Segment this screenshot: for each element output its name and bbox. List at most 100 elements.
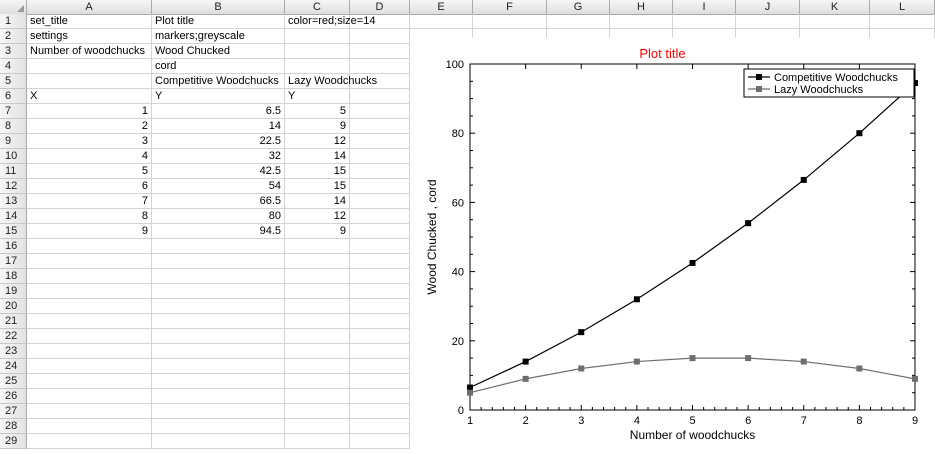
cell-c3[interactable]	[285, 44, 350, 59]
cell-d27[interactable]	[350, 404, 410, 419]
cell-c1[interactable]: color=red;size=14	[285, 14, 375, 29]
cell-c21[interactable]	[285, 314, 350, 329]
cell-b12[interactable]: 54	[152, 179, 285, 194]
cell-b17[interactable]	[152, 254, 285, 269]
column-header-h[interactable]: H	[610, 0, 673, 14]
cell-b24[interactable]	[152, 359, 285, 374]
cell-b3[interactable]: Wood Chucked	[152, 44, 285, 59]
cell-c7[interactable]: 5	[285, 104, 350, 119]
cell-b11[interactable]: 42.5	[152, 164, 285, 179]
cell-a3[interactable]: Number of woodchucks	[27, 44, 152, 59]
cell-a18[interactable]	[27, 269, 152, 284]
cell-b27[interactable]	[152, 404, 285, 419]
row-header-20[interactable]: 20	[0, 299, 27, 314]
cell-l1[interactable]	[870, 14, 935, 29]
column-header-g[interactable]: G	[547, 0, 610, 14]
cell-h1[interactable]	[610, 14, 673, 29]
cell-a27[interactable]	[27, 404, 152, 419]
cell-b14[interactable]: 80	[152, 209, 285, 224]
cell-d24[interactable]	[350, 359, 410, 374]
row-header-4[interactable]: 4	[0, 59, 27, 74]
row-header-29[interactable]: 29	[0, 434, 27, 449]
cell-k1[interactable]	[800, 14, 870, 29]
column-header-i[interactable]: I	[673, 0, 736, 14]
row-header-17[interactable]: 17	[0, 254, 27, 269]
cell-c25[interactable]	[285, 374, 350, 389]
cell-a20[interactable]	[27, 299, 152, 314]
cell-b19[interactable]	[152, 284, 285, 299]
cell-c17[interactable]	[285, 254, 350, 269]
cell-d16[interactable]	[350, 239, 410, 254]
cell-a10[interactable]: 4	[27, 149, 152, 164]
cell-a29[interactable]	[27, 434, 152, 449]
column-header-d[interactable]: D	[350, 0, 410, 14]
row-header-19[interactable]: 19	[0, 284, 27, 299]
cell-a4[interactable]	[27, 59, 152, 74]
cell-a21[interactable]	[27, 314, 152, 329]
row-header-27[interactable]: 27	[0, 404, 27, 419]
cell-c27[interactable]	[285, 404, 350, 419]
column-header-e[interactable]: E	[410, 0, 473, 14]
cell-c18[interactable]	[285, 269, 350, 284]
row-header-24[interactable]: 24	[0, 359, 27, 374]
cell-c23[interactable]	[285, 344, 350, 359]
column-header-a[interactable]: A	[27, 0, 152, 14]
cell-a13[interactable]: 7	[27, 194, 152, 209]
cell-a2[interactable]: settings	[27, 29, 152, 44]
row-header-15[interactable]: 15	[0, 224, 27, 239]
cell-a25[interactable]	[27, 374, 152, 389]
row-header-3[interactable]: 3	[0, 44, 27, 59]
cell-b10[interactable]: 32	[152, 149, 285, 164]
cell-e1[interactable]	[410, 14, 473, 29]
row-header-2[interactable]: 2	[0, 29, 27, 44]
cell-d3[interactable]	[350, 44, 410, 59]
cell-c22[interactable]	[285, 329, 350, 344]
cell-b2[interactable]: markers;greyscale	[152, 29, 285, 44]
cell-b1[interactable]: Plot title	[152, 14, 285, 29]
row-header-23[interactable]: 23	[0, 344, 27, 359]
cell-b16[interactable]	[152, 239, 285, 254]
row-header-10[interactable]: 10	[0, 149, 27, 164]
row-header-26[interactable]: 26	[0, 389, 27, 404]
column-header-f[interactable]: F	[473, 0, 547, 14]
cell-d26[interactable]	[350, 389, 410, 404]
cell-d28[interactable]	[350, 419, 410, 434]
column-header-k[interactable]: K	[800, 0, 870, 14]
cell-d15[interactable]	[350, 224, 410, 239]
cell-a19[interactable]	[27, 284, 152, 299]
cell-a14[interactable]: 8	[27, 209, 152, 224]
cell-d14[interactable]	[350, 209, 410, 224]
cell-a22[interactable]	[27, 329, 152, 344]
cell-c8[interactable]: 9	[285, 119, 350, 134]
cell-b25[interactable]	[152, 374, 285, 389]
cell-b22[interactable]	[152, 329, 285, 344]
cell-c12[interactable]: 15	[285, 179, 350, 194]
row-header-5[interactable]: 5	[0, 74, 27, 89]
cell-b23[interactable]	[152, 344, 285, 359]
cell-c19[interactable]	[285, 284, 350, 299]
cell-a6[interactable]: X	[27, 89, 152, 104]
cell-a15[interactable]: 9	[27, 224, 152, 239]
column-header-b[interactable]: B	[152, 0, 285, 14]
cell-a28[interactable]	[27, 419, 152, 434]
row-header-9[interactable]: 9	[0, 134, 27, 149]
column-header-l[interactable]: L	[870, 0, 935, 14]
cell-c13[interactable]: 14	[285, 194, 350, 209]
cell-c6[interactable]: Y	[285, 89, 350, 104]
cell-d2[interactable]	[350, 29, 410, 44]
cell-d4[interactable]	[350, 59, 410, 74]
cell-b9[interactable]: 22.5	[152, 134, 285, 149]
row-header-16[interactable]: 16	[0, 239, 27, 254]
cell-d21[interactable]	[350, 314, 410, 329]
cell-c20[interactable]	[285, 299, 350, 314]
cell-j1[interactable]	[736, 14, 800, 29]
cell-b20[interactable]	[152, 299, 285, 314]
cell-b6[interactable]: Y	[152, 89, 285, 104]
cell-b28[interactable]	[152, 419, 285, 434]
cell-d23[interactable]	[350, 344, 410, 359]
row-header-21[interactable]: 21	[0, 314, 27, 329]
cell-c15[interactable]: 9	[285, 224, 350, 239]
cell-f1[interactable]	[473, 14, 547, 29]
row-header-22[interactable]: 22	[0, 329, 27, 344]
cell-i1[interactable]	[673, 14, 736, 29]
